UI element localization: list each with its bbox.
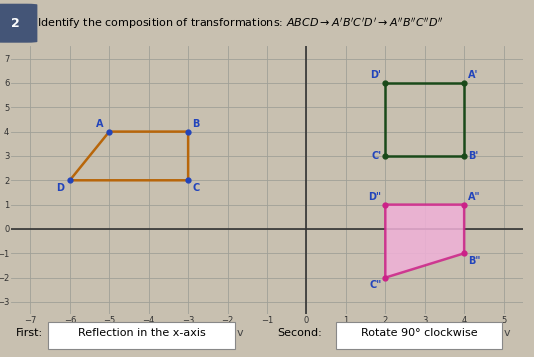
Text: First:: First: [16,328,43,338]
Text: B": B" [468,256,481,266]
Text: A": A" [468,192,481,202]
Text: Reflection in the x-axis: Reflection in the x-axis [77,328,206,338]
FancyBboxPatch shape [0,4,37,43]
Text: D': D' [371,70,381,80]
Text: C': C' [371,151,381,161]
Text: B': B' [468,151,478,161]
Text: Second:: Second: [278,328,323,338]
Polygon shape [386,205,464,278]
Text: D: D [56,183,64,193]
Text: Identify the composition of transformations: $ABCD \rightarrow A'B'C'D' \rightar: Identify the composition of transformati… [37,16,444,31]
FancyBboxPatch shape [48,322,235,349]
Text: v: v [504,328,511,338]
FancyBboxPatch shape [336,322,502,349]
Text: B: B [192,119,200,129]
Text: v: v [237,328,244,338]
Text: A': A' [468,70,478,80]
Text: 2: 2 [11,17,19,30]
Text: Rotate 90° clockwise: Rotate 90° clockwise [361,328,477,338]
Text: C": C" [369,280,381,290]
Text: C: C [192,183,199,193]
Text: A: A [96,119,104,129]
Text: D": D" [368,192,381,202]
